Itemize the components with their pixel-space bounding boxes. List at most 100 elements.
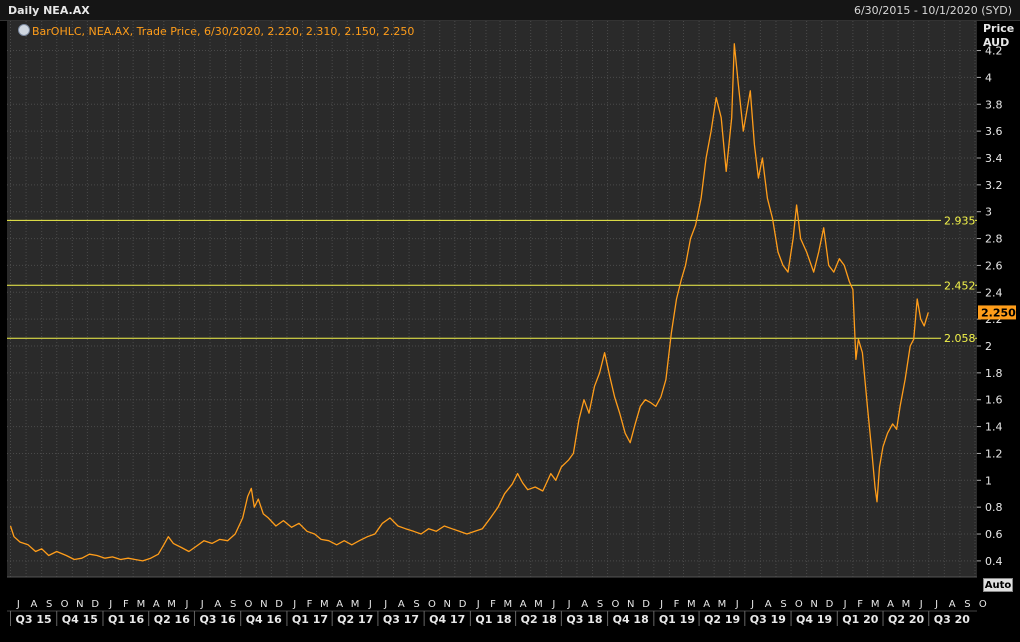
quarter-tick-label: Q1 19 (659, 613, 695, 626)
price-tick-label: 2 (985, 340, 992, 353)
legend-icon[interactable] (18, 24, 30, 36)
month-tick-label: A (30, 599, 37, 610)
date-range: 6/30/2015 - 10/1/2020 (SYD) (853, 4, 1012, 17)
price-tick-label: 1.6 (985, 394, 1003, 407)
month-tick-label: A (581, 599, 588, 610)
price-tick-label: 0.8 (985, 501, 1003, 514)
quarter-tick-label: Q3 15 (16, 613, 52, 626)
month-tick-label: J (659, 599, 663, 610)
month-tick-label: J (735, 599, 739, 610)
month-tick-label: J (843, 599, 847, 610)
month-tick-label: M (167, 599, 176, 610)
month-tick-label: J (567, 599, 571, 610)
month-tick-label: F (307, 599, 313, 610)
reference-line-label: 2.452 (944, 279, 976, 292)
month-tick-label: A (949, 599, 956, 610)
month-tick-label: J (184, 599, 188, 610)
quarter-tick-label: Q3 20 (934, 613, 970, 626)
month-tick-label: J (383, 599, 387, 610)
quarter-tick-label: Q2 20 (888, 613, 924, 626)
month-tick-label: J (200, 599, 204, 610)
month-tick-label: M (902, 599, 911, 610)
quarter-tick-label: Q2 17 (337, 613, 373, 626)
month-tick-label: J (919, 599, 923, 610)
last-price-label: 2.250 (981, 306, 1016, 319)
month-tick-label: S (597, 599, 603, 610)
quarter-tick-label: Q4 15 (62, 613, 98, 626)
title-bar: Daily NEA.AX 6/30/2015 - 10/1/2020 (SYD) (0, 0, 1020, 21)
reference-line-label: 2.058 (944, 332, 976, 345)
month-tick-label: J (292, 599, 296, 610)
month-tick-label: S (964, 599, 970, 610)
quarter-tick-label: Q3 19 (750, 613, 786, 626)
month-tick-label: O (428, 599, 436, 610)
quarter-tick-label: Q2 19 (704, 613, 740, 626)
month-tick-label: N (810, 599, 817, 610)
currency-axis-label: AUD (983, 36, 1010, 49)
month-tick-label: N (444, 599, 451, 610)
quarter-tick-label: Q4 19 (796, 613, 832, 626)
price-tick-label: 4 (985, 71, 992, 84)
month-tick-label: A (520, 599, 527, 610)
price-tick-label: 3 (985, 206, 992, 219)
price-tick-label: 2.4 (985, 286, 1003, 299)
month-tick-label: M (320, 599, 329, 610)
month-tick-label: S (413, 599, 419, 610)
month-tick-label: S (46, 599, 52, 610)
month-tick-label: N (260, 599, 267, 610)
month-tick-label: M (504, 599, 513, 610)
month-tick-label: A (765, 599, 772, 610)
month-tick-label: O (979, 599, 987, 610)
month-tick-label: N (76, 599, 83, 610)
month-tick-label: J (551, 599, 555, 610)
price-tick-label: 3.6 (985, 125, 1003, 138)
reference-label-bg (941, 213, 975, 227)
month-tick-label: M (687, 599, 696, 610)
quarter-tick-label: Q4 16 (246, 613, 282, 626)
month-tick-label: A (703, 599, 710, 610)
month-tick-label: J (368, 599, 372, 610)
quarter-tick-label: Q2 16 (154, 613, 190, 626)
month-tick-label: D (459, 599, 467, 610)
last-price-badge (978, 305, 1016, 320)
reference-label-bg (941, 278, 975, 292)
price-tick-label: 4.2 (985, 45, 1003, 58)
quarter-tick-label: Q2 18 (521, 613, 557, 626)
month-tick-label: A (336, 599, 343, 610)
price-tick-label: 1 (985, 474, 992, 487)
month-tick-label: J (16, 599, 20, 610)
month-tick-label: O (795, 599, 803, 610)
price-tick-label: 2.8 (985, 233, 1003, 246)
month-tick-label: F (674, 599, 680, 610)
quarter-tick-label: Q3 16 (199, 613, 235, 626)
month-tick-label: J (108, 599, 112, 610)
month-tick-label: S (230, 599, 236, 610)
series-legend[interactable]: BarOHLC, NEA.AX, Trade Price, 6/30/2020,… (18, 24, 414, 38)
month-tick-label: O (611, 599, 619, 610)
quarter-tick-label: Q1 18 (475, 613, 511, 626)
month-tick-label: D (642, 599, 650, 610)
quarter-tick-label: Q1 17 (292, 613, 328, 626)
month-tick-label: A (887, 599, 894, 610)
chart-title: Daily NEA.AX (8, 4, 90, 17)
price-series-line (9, 43, 929, 562)
price-tick-label: 2.6 (985, 259, 1003, 272)
month-tick-label: O (61, 599, 69, 610)
quarter-tick-label: Q1 20 (842, 613, 878, 626)
month-tick-label: S (780, 599, 786, 610)
price-tick-label: 1.4 (985, 421, 1003, 434)
reference-label-bg (941, 331, 975, 345)
month-tick-label: O (245, 599, 253, 610)
month-tick-label: J (476, 599, 480, 610)
auto-scale-button[interactable]: Auto (983, 578, 1013, 592)
month-tick-label: A (153, 599, 160, 610)
reference-line-label: 2.935 (944, 214, 976, 227)
price-tick-label: 3.8 (985, 98, 1003, 111)
plot-area[interactable] (7, 21, 977, 577)
month-tick-label: D (275, 599, 283, 610)
month-tick-label: F (490, 599, 496, 610)
month-tick-label: M (137, 599, 146, 610)
price-tick-label: 1.8 (985, 367, 1003, 380)
